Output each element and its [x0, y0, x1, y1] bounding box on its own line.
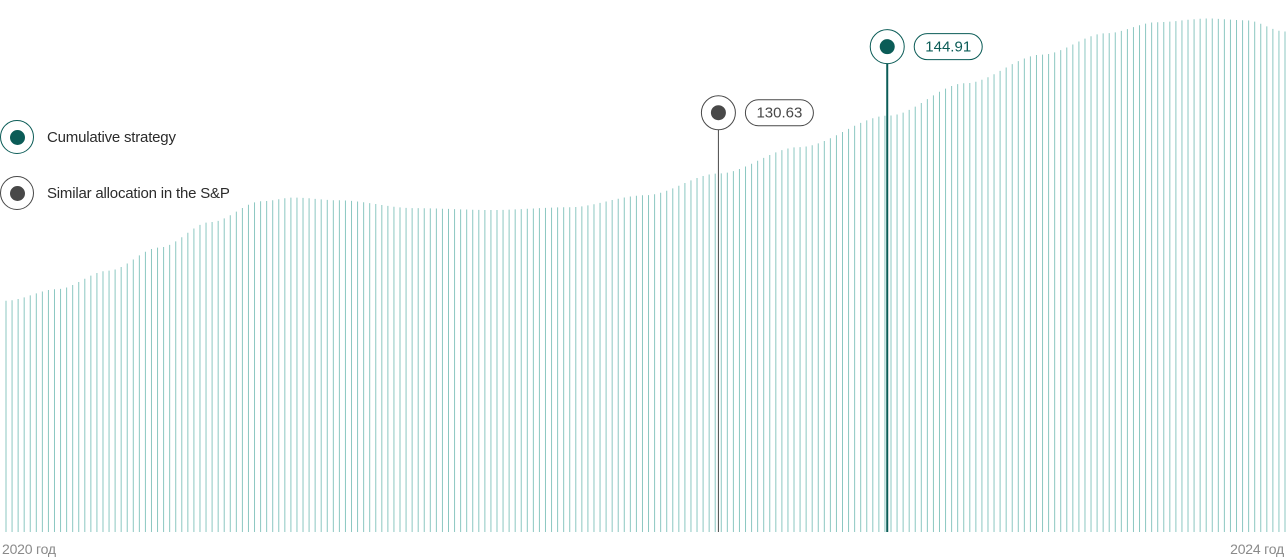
- legend-sp-dot-icon: [9, 185, 25, 201]
- annotation-dot-icon: [710, 105, 726, 121]
- legend-strategy-label: Cumulative strategy: [47, 128, 176, 146]
- legend: Cumulative strategy Similar allocation i…: [0, 118, 320, 230]
- annotation-value-pill: [744, 99, 814, 127]
- legend-item-strategy[interactable]: Cumulative strategy: [0, 118, 320, 156]
- annotation-strategy[interactable]: 144.91: [869, 29, 983, 532]
- annotation-value-label: 130.63: [756, 105, 802, 122]
- x-axis-end-label: 2024 год: [1230, 541, 1284, 557]
- legend-item-sp[interactable]: Similar allocation in the S&P: [0, 174, 320, 212]
- annotation-value-label: 144.91: [925, 39, 971, 56]
- x-axis-start-label: 2020 год: [2, 541, 56, 557]
- legend-sp-label: Similar allocation in the S&P: [47, 184, 230, 202]
- bar-series: [5, 18, 1286, 532]
- annotation-dot-icon: [879, 39, 895, 55]
- annotation-sp[interactable]: 130.63: [700, 95, 814, 532]
- annotation-value-pill: [913, 33, 983, 61]
- legend-strategy-dot-icon: [9, 129, 25, 145]
- legend-sp-marker-icon: [0, 176, 34, 210]
- annotation-markers: 130.63 144.91: [700, 29, 983, 532]
- legend-strategy-marker-icon: [0, 120, 34, 154]
